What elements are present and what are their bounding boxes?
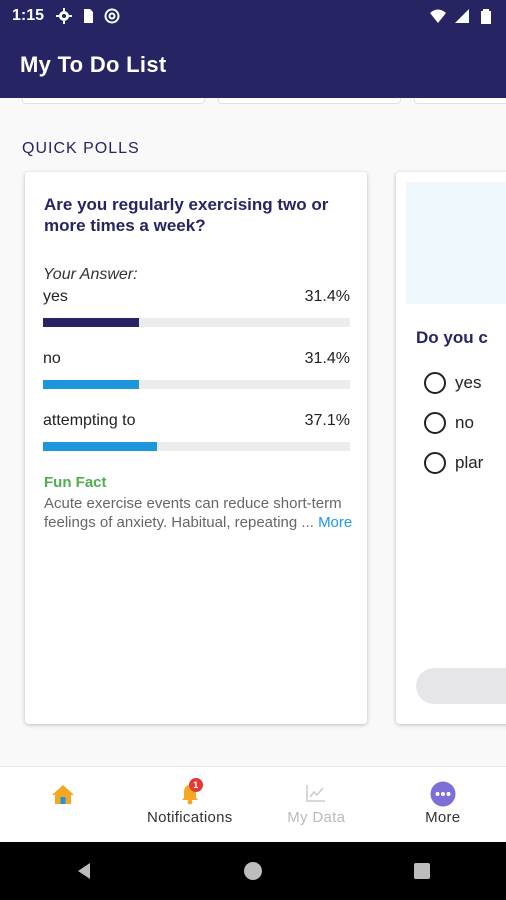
home-circle-icon[interactable]	[243, 861, 263, 881]
fun-fact-text: Acute exercise events can reduce short-t…	[44, 494, 354, 532]
more-link[interactable]: More	[318, 514, 353, 531]
nav-more[interactable]: More	[380, 767, 506, 842]
wifi-icon	[430, 9, 446, 23]
previous-card[interactable]	[414, 98, 506, 104]
option-bar-fill	[43, 380, 140, 389]
option-bar-track	[43, 442, 350, 451]
poll-card[interactable]: Are you regularly exercising two or more…	[25, 172, 367, 724]
option-label: attempting to	[43, 412, 136, 429]
nav-label: Notifications	[146, 809, 233, 826]
status-bar: 1:15	[0, 0, 506, 32]
app-bar: My To Do List	[0, 32, 506, 98]
submit-button[interactable]	[416, 668, 506, 704]
radio-button[interactable]	[424, 452, 446, 474]
system-nav-bar	[0, 842, 506, 900]
radio-button[interactable]	[424, 372, 446, 394]
content-area[interactable]: QUICK POLLS Are you regularly exercising…	[0, 98, 506, 766]
poll-radio-option[interactable]: yes	[424, 372, 481, 394]
back-icon[interactable]	[74, 861, 94, 881]
radio-label: no	[455, 413, 474, 432]
bottom-nav: 1 Notifications My Data More	[0, 766, 506, 842]
signal-icon	[455, 9, 469, 23]
previous-card[interactable]	[22, 98, 205, 104]
fun-fact-body: Acute exercise events can reduce short-t…	[44, 495, 342, 531]
option-label: no	[43, 350, 61, 367]
status-time: 1:15	[12, 7, 45, 24]
nav-label: More	[425, 809, 461, 826]
bell-icon: 1	[180, 778, 203, 805]
sim-icon	[84, 9, 94, 23]
section-title: QUICK POLLS	[22, 140, 140, 157]
option-percent: 37.1%	[304, 412, 350, 429]
radio-label: yes	[455, 373, 482, 392]
your-answer-label: Your Answer:	[43, 266, 138, 283]
radio-button[interactable]	[424, 412, 446, 434]
poll-radio-option[interactable]: plar	[424, 452, 483, 474]
more-icon	[430, 781, 456, 807]
gear-icon	[56, 8, 73, 24]
poll-image	[406, 182, 506, 304]
chart-icon	[306, 785, 326, 802]
notification-badge: 1	[188, 778, 203, 792]
poll-question: Do you c	[416, 328, 488, 347]
radio-label: plar	[455, 453, 484, 472]
option-bar-fill	[43, 318, 140, 327]
previous-card[interactable]	[218, 98, 401, 104]
fun-fact-title: Fun Fact	[44, 474, 107, 491]
app-title: My To Do List	[20, 52, 167, 77]
nav-notifications[interactable]: 1 Notifications	[127, 767, 254, 842]
nav-label: My Data	[287, 809, 346, 826]
battery-icon	[481, 9, 491, 24]
option-bar-track	[43, 380, 350, 389]
home-icon	[52, 785, 75, 804]
poll-radio-option[interactable]: no	[424, 412, 474, 434]
option-percent: 31.4%	[304, 350, 350, 367]
poll-card-next[interactable]: Do you c yes no plar	[396, 172, 506, 724]
nav-my-data[interactable]: My Data	[253, 767, 380, 842]
recents-icon[interactable]	[412, 861, 432, 881]
option-percent: 31.4%	[304, 288, 350, 305]
at-sign-icon	[104, 8, 120, 24]
option-label: yes	[43, 288, 68, 305]
option-bar-track	[43, 318, 350, 327]
poll-question: Are you regularly exercising two or more…	[44, 195, 329, 235]
nav-home[interactable]	[0, 767, 127, 842]
option-bar-fill	[43, 442, 157, 451]
